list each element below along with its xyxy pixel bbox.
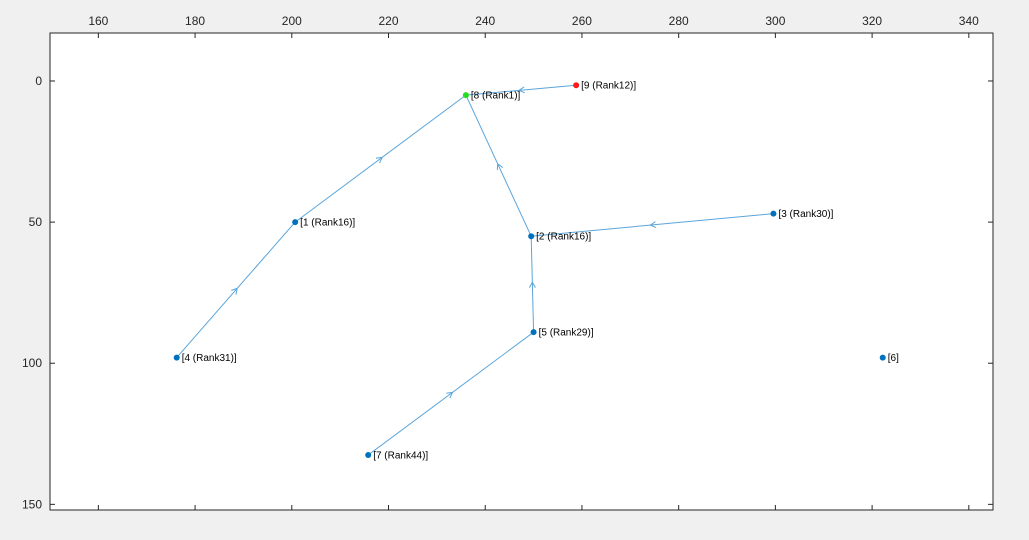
x-tick-label: 260 [572,14,592,28]
graph-node-labels: [1 (Rank16)] [2 (Rank16)] [3 (Rank30)] [4 (… [182,81,899,462]
edge-arrow-icon [375,156,383,164]
node-label: [5 (Rank29)] [539,328,594,339]
node-label: [2 (Rank16)] [536,232,591,243]
graph-node [173,354,180,361]
graph-node [292,219,299,226]
x-tick-label: 320 [862,14,882,28]
node-label: [9 (Rank12)] [581,81,636,92]
axis-ticks: 160 180 200 220 240 260 280 300 320 340 0 50 100 150 [22,14,993,511]
x-tick-label: 220 [378,14,398,28]
x-tick-label: 340 [959,14,979,28]
edge-arrow-icon [231,287,238,295]
graph-node [528,233,535,240]
graph-node [530,329,537,336]
graph-nodes [173,82,886,458]
edge-line [294,94,467,223]
node-label: [8 (Rank1)] [471,91,521,102]
y-tick-label: 50 [29,215,43,229]
x-tick-label: 300 [765,14,785,28]
node-label: [3 (Rank30)] [778,209,833,220]
x-tick-label: 280 [669,14,689,28]
edge-arrow-icon [517,86,525,94]
edge-line [465,84,577,96]
node-label: [6] [888,353,899,364]
graph-node [573,82,580,89]
node-label: [7 (Rank44)] [373,450,428,461]
x-tick-label: 180 [185,14,205,28]
plot-area [49,32,994,511]
graph-node [462,92,469,99]
x-tick-label: 200 [282,14,302,28]
graph-node [879,354,886,361]
x-tick-label: 160 [88,14,108,28]
edge-line [530,236,535,333]
node-label: [4 (Rank31)] [182,353,237,364]
graph-edges [176,84,774,456]
edge-arrow-icon [649,221,657,229]
edge-line [531,213,774,237]
edge-arrow-icon [496,162,504,171]
x-tick-label: 240 [475,14,495,28]
graph-node [365,451,372,458]
edge-line [367,331,534,456]
node-label: [1 (Rank16)] [300,218,355,229]
graph-node [770,210,777,217]
y-tick-label: 100 [22,356,42,370]
edge-arrow-icon [529,281,536,289]
y-tick-label: 0 [35,74,42,88]
edge-line [176,221,296,358]
y-tick-label: 150 [22,497,42,511]
edge-line [465,94,532,237]
edge-arrow-icon [446,391,454,399]
